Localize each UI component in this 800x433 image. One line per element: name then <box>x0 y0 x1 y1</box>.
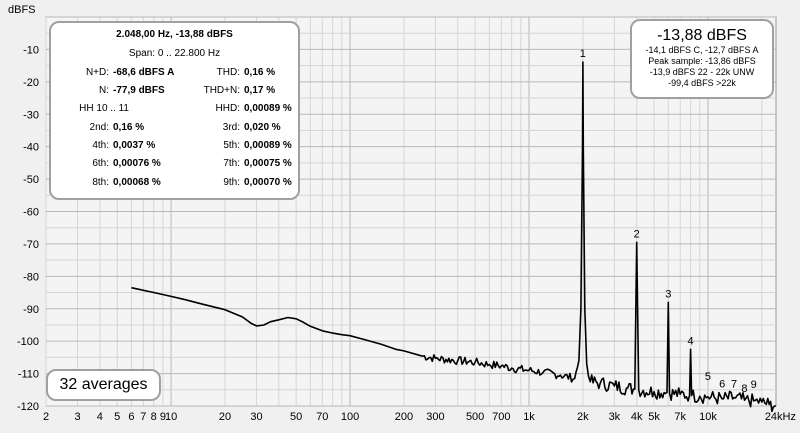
h5-label: 5th: <box>223 140 240 151</box>
x-tick-label: 700 <box>492 411 510 423</box>
y-tick-label: -30 <box>23 109 39 121</box>
x-tick-label: 4 <box>97 411 103 423</box>
distortion-stats-panel: 2.048,00 Hz, -13,88 dBFS Span: 0 .. 22.8… <box>49 21 300 200</box>
h5-value: 0,00089 % <box>244 140 292 151</box>
level-line-2: Peak sample: -13,86 dBFS <box>648 56 756 66</box>
averages-panel: 32 averages <box>46 369 161 401</box>
h8-label: 8th: <box>92 177 109 188</box>
nd-value: -68,6 dBFS A <box>113 67 175 78</box>
hhd-label: HHD: <box>215 103 240 114</box>
x-tick-label: 10 <box>165 411 177 423</box>
y-tick-label: -50 <box>23 174 39 186</box>
stats-row-3: HH 10 .. 11 HHD: 0,00089 % <box>51 103 298 117</box>
x-tick-label: 3 <box>74 411 80 423</box>
h2-value: 0,16 % <box>113 122 145 133</box>
nd-label: N+D: <box>85 67 109 78</box>
x-tick-label: 30 <box>250 411 262 423</box>
h4-value: 0,0037 % <box>113 140 156 151</box>
level-line-4: -99,4 dBFS >22k <box>668 78 736 88</box>
h8-value: 0,00068 % <box>113 177 161 188</box>
h7-value: 0,00075 % <box>244 158 292 169</box>
y-tick-label: -90 <box>23 304 39 316</box>
h4-label: 4th: <box>92 140 109 151</box>
x-tick-label: 5k <box>648 411 660 423</box>
x-tick-label: 200 <box>395 411 413 423</box>
harmonic-marker-label: 1 <box>580 48 586 60</box>
hh-label: HH 10 .. 11 <box>79 103 129 114</box>
x-tick-label: 8 <box>151 411 157 423</box>
x-tick-label: 7 <box>140 411 146 423</box>
harmonic-marker-label: 9 <box>751 379 757 391</box>
thd-label: THD: <box>216 67 240 78</box>
harmonic-marker-label: 5 <box>705 371 711 383</box>
y-tick-label: -10 <box>23 44 39 56</box>
h9-value: 0,00070 % <box>244 177 292 188</box>
y-tick-label: -100 <box>17 336 39 348</box>
h2-label: 2nd: <box>89 122 109 133</box>
x-tick-label: 9 <box>160 411 166 423</box>
stats-row-4: 2nd: 0,16 % 3rd: 0,020 % <box>51 122 298 136</box>
harmonic-marker-label: 4 <box>688 335 694 347</box>
h7-label: 7th: <box>223 158 240 169</box>
spectrum-trace <box>131 61 777 413</box>
hhd-value: 0,00089 % <box>244 103 292 114</box>
harmonic-marker-label: 2 <box>634 228 640 240</box>
level-readout-panel: -13,88 dBFS -14,1 dBFS C, -12,7 dBFS A P… <box>630 19 774 99</box>
x-tick-label: 10k <box>699 411 717 423</box>
x-tick-label: 24kHz <box>765 411 796 423</box>
x-tick-label: 2 <box>43 411 49 423</box>
stats-row-5: 4th: 0,0037 % 5th: 0,00089 % <box>51 140 298 154</box>
n-label: N: <box>99 85 109 96</box>
x-tick-label: 100 <box>341 411 359 423</box>
y-axis-label: dBFS <box>8 4 36 16</box>
level-line-3: -13,9 dBFS 22 - 22k UNW <box>649 67 755 77</box>
x-tick-label: 50 <box>290 411 302 423</box>
span-readout: Span: 0 .. 22.800 Hz <box>128 48 221 59</box>
y-tick-label: -80 <box>23 271 39 283</box>
n-value: -77,9 dBFS <box>113 85 165 96</box>
x-tick-label: 500 <box>466 411 484 423</box>
y-tick-label: -40 <box>23 142 39 154</box>
x-tick-label: 20 <box>219 411 231 423</box>
x-tick-label: 1k <box>523 411 535 423</box>
h6-label: 6th: <box>92 158 109 169</box>
h3-label: 3rd: <box>222 122 240 133</box>
y-tick-label: -70 <box>23 239 39 251</box>
x-tick-label: 5 <box>114 411 120 423</box>
level-line-1: -14,1 dBFS C, -12,7 dBFS A <box>645 45 759 55</box>
x-tick-label: 6 <box>128 411 134 423</box>
x-tick-label: 2k <box>577 411 589 423</box>
x-tick-label: 70 <box>316 411 328 423</box>
thd-value: 0,16 % <box>244 67 276 78</box>
x-tick-label: 3k <box>609 411 621 423</box>
y-tick-label: -60 <box>23 207 39 219</box>
x-tick-label: 300 <box>426 411 444 423</box>
harmonic-marker-label: 8 <box>741 383 747 395</box>
thdn-label: THD+N: <box>203 85 240 96</box>
stats-row-7: 8th: 0,00068 % 9th: 0,00070 % <box>51 177 298 191</box>
level-main: -13,88 dBFS <box>657 27 747 44</box>
harmonic-marker-label: 6 <box>719 378 725 390</box>
stats-row-2: N: -77,9 dBFS THD+N: 0,17 % <box>51 85 298 99</box>
stats-row-6: 6th: 0,00076 % 7th: 0,00075 % <box>51 158 298 172</box>
y-tick-label: -20 <box>23 77 39 89</box>
x-tick-label: 7k <box>674 411 686 423</box>
h9-label: 9th: <box>223 177 240 188</box>
x-tick-label: 4k <box>631 411 643 423</box>
h6-value: 0,00076 % <box>113 158 161 169</box>
harmonic-marker-label: 3 <box>665 288 671 300</box>
y-tick-label: -120 <box>17 401 39 413</box>
harmonic-marker-label: 7 <box>731 378 737 390</box>
thdn-value: 0,17 % <box>244 85 276 96</box>
cursor-readout: 2.048,00 Hz, -13,88 dBFS <box>116 29 233 40</box>
h3-value: 0,020 % <box>244 122 281 133</box>
y-tick-label: -110 <box>18 369 39 381</box>
stats-row-1: N+D: -68,6 dBFS A THD: 0,16 % <box>51 67 298 81</box>
